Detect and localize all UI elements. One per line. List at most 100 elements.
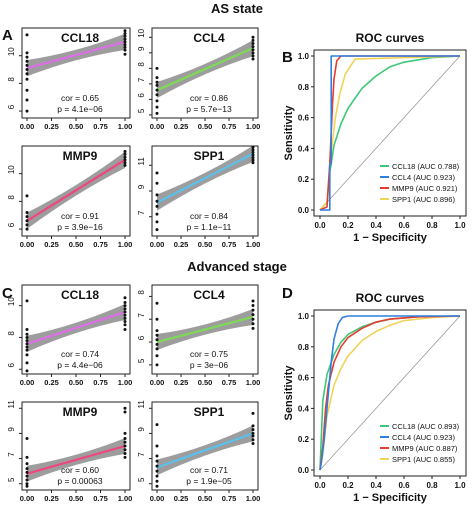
data-point [155,464,159,468]
y-tick-label: 5 [7,477,16,482]
data-point [251,161,255,165]
x-tick-label: 1.00 [118,240,133,249]
y-tick-label: 8 [137,290,146,295]
x-tick-label: 0.50 [198,240,213,249]
x-tick-label: 1.0 [454,221,466,230]
data-point [155,347,159,351]
cor-annotation: cor = 0.91 [61,211,99,221]
x-tick-label: 0.00 [20,122,35,131]
fit-line [156,432,254,469]
y-tick-label: 7 [137,77,146,82]
roc-title: ROC curves [356,291,425,305]
data-point [123,316,127,320]
data-point [155,111,159,115]
x-tick-label: 0.25 [44,240,59,249]
p-annotation: p = 0.00063 [57,476,102,486]
data-point [155,354,159,358]
section-title-as-state: AS state [211,1,263,16]
data-point [25,342,29,346]
y-tick-label: 0.8 [298,343,310,352]
y-tick-label: 5 [137,358,146,363]
panel-title: CCL18 [61,288,99,302]
y-tick-label: 7 [7,452,16,457]
data-point [25,51,29,55]
cor-annotation: cor = 0.86 [190,93,228,103]
data-point [25,470,29,474]
plot-frame [313,309,467,477]
scatter-panel-1-ccl4: 5 6 7 8 9 10 0.00 0.25 0.50 0.75 1.00 CCL4 cor = 0.8… [137,27,260,131]
data-point [251,322,255,326]
data-point [155,317,159,321]
data-point [123,29,127,33]
plot-frame [313,49,467,217]
x-tick-label: 1.00 [118,122,133,131]
data-point [251,150,255,154]
data-point [123,328,127,331]
data-point [251,48,255,52]
data-point [25,219,29,223]
data-point [155,80,159,84]
y-tick-label: 6 [137,335,146,340]
data-point [25,474,29,478]
data-point [155,66,159,70]
data-point [123,440,127,444]
p-annotation: p = 1.1e−11 [187,222,232,232]
x-tick-label: 0.0 [314,481,326,490]
x-tick-label: 0.50 [198,122,213,131]
data-point [25,332,29,336]
x-tick-label: 0.25 [44,378,59,387]
data-point [155,338,159,342]
data-point [123,48,127,52]
y-tick-label: 10 [7,165,16,174]
legend-entry: CCL18 (AUC 0.788) [392,162,460,171]
data-point [25,63,29,67]
x-tick-label: 0.00 [150,494,165,503]
fit-line [26,158,126,222]
section-title-advanced-stage: Advanced stage [187,259,287,274]
data-point [251,308,255,312]
x-tick-label: 0.25 [174,494,189,503]
data-point [25,109,29,113]
y-tick-label: 7 [137,452,146,457]
roc-curve-mmp9 [319,315,461,471]
data-point [25,328,29,331]
data-point [155,212,159,216]
x-tick-label: 0.0 [314,221,326,230]
data-point [123,161,127,165]
data-point [155,199,159,203]
x-tick-label: 0.00 [150,122,165,131]
data-point [123,40,127,44]
data-point [123,444,127,448]
fit-line [156,315,254,344]
panel-letter-a: A [2,27,13,44]
legend-entry: CCL4 (AUC 0.923) [392,173,455,182]
fit-line [26,310,126,345]
data-point [251,431,255,435]
data-point [123,310,127,314]
data-point [25,348,29,352]
x-tick-label: 0.75 [93,494,108,503]
data-point [155,228,159,232]
data-point [25,462,29,466]
x-tick-label: 0.50 [69,240,84,249]
data-point [155,459,159,463]
p-annotation: p = 4.1e−06 [57,104,103,114]
data-point [123,431,127,435]
data-point [155,99,159,103]
data-point [123,155,127,159]
data-point [155,171,159,175]
data-point [123,313,127,317]
x-tick-label: 0.75 [93,122,108,131]
data-point [251,42,255,46]
x-tick-label: 0.6 [398,481,410,490]
data-point [251,156,255,160]
data-point [123,410,127,414]
legend-entry: CCL18 (AUC 0.893) [392,422,460,431]
cor-annotation: cor = 0.84 [190,211,228,221]
x-tick-label: 0.50 [69,122,84,131]
roc-curve-mmp9 [319,55,460,211]
data-point [123,448,127,452]
y-tick-label: 0.6 [298,114,310,123]
data-point [25,88,29,92]
